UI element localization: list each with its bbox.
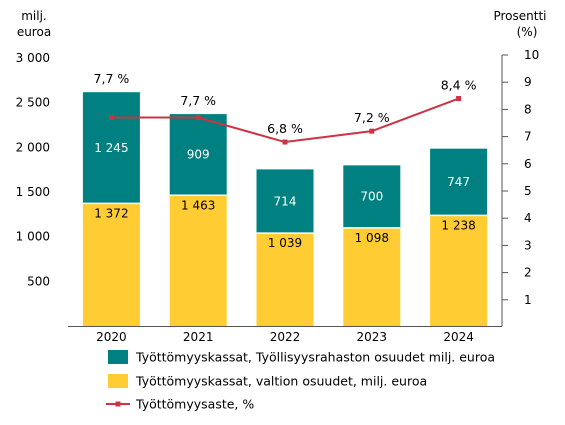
left-axis-unit-label: milj. euroa	[17, 9, 51, 39]
left-axis-tick-label: 2 500	[16, 96, 50, 110]
right-axis-tick-label: 8	[524, 102, 532, 116]
legend-swatch	[108, 350, 128, 364]
rate-value-label: 6,8 %	[267, 121, 303, 136]
legend-label: Työttömyyskassat, valtion osuudet, milj.…	[135, 374, 427, 389]
rate-series-marker	[282, 139, 288, 145]
rate-series-marker	[369, 128, 375, 134]
bar-valtion-osuus	[82, 203, 140, 326]
x-axis-category-label: 2023	[357, 330, 388, 344]
left-axis-unit-line-1: milj.	[21, 9, 47, 23]
bar-valtion-osuus	[343, 227, 401, 326]
bar-tyollisyysrahasto-osuus-value-label: 747	[447, 175, 470, 189]
right-axis-tick-label: 10	[524, 48, 539, 62]
right-axis-tick-label: 6	[524, 157, 532, 171]
bar-valtion-osuus-value-label: 1 463	[181, 198, 215, 212]
rate-series: 7,7 % 7,7 % 6,8 % 7,2 % 8,4 %	[94, 71, 477, 145]
x-axis-category-label: 2021	[183, 330, 214, 344]
bar-valtion-osuus-value-label: 1 238	[441, 218, 475, 232]
bar-tyollisyysrahasto-osuus-value-label: 700	[360, 190, 383, 204]
bar-tyollisyysrahasto-osuus-value-label: 1 245	[94, 141, 128, 155]
right-axis-unit-line-1: Prosentti	[493, 9, 546, 23]
rate-value-label: 8,4 %	[441, 78, 477, 93]
legend-entry-valtion-osuus: Työttömyyskassat, valtion osuudet, milj.…	[108, 374, 427, 389]
left-axis-tick-label: 1 000	[16, 230, 50, 244]
rate-series-marker	[195, 115, 201, 121]
right-axis-tick-label: 3	[524, 238, 532, 252]
right-axis-ticks: 1 2 3 4 5 6 7 8 9 10	[502, 48, 539, 307]
bar-tyollisyysrahasto-osuus	[430, 148, 488, 216]
left-axis-tick-label: 3 000	[16, 51, 50, 65]
bars: 1 372 1 245 2020 1 463 909 2021 1 039 714 2022 1 …	[82, 92, 488, 344]
bar-valtion-osuus	[169, 195, 227, 326]
x-axis-category-label: 2024	[443, 330, 474, 344]
legend-entry-tyollisyysrahasto: Työttömyyskassat, Työllisyysrahaston osu…	[108, 350, 495, 365]
x-axis-category-label: 2022	[270, 330, 301, 344]
legend-swatch	[108, 374, 128, 388]
bar-valtion-osuus-value-label: 1 039	[268, 236, 302, 250]
right-axis-tick-label: 4	[524, 211, 532, 225]
left-axis-unit-line-2: euroa	[17, 25, 51, 39]
legend-label: Työttömyyskassat, Työllisyysrahaston osu…	[135, 350, 495, 365]
bar-valtion-osuus-value-label: 1 098	[355, 231, 389, 245]
left-axis-tick-label: 500	[27, 274, 50, 288]
bar-valtion-osuus	[430, 215, 488, 326]
bar-tyollisyysrahasto-osuus-value-label: 714	[274, 194, 297, 208]
legend-swatch-marker	[115, 401, 121, 407]
right-axis-tick-label: 2	[524, 266, 532, 280]
left-axis-tick-label: 1 500	[16, 185, 50, 199]
right-axis-unit-line-2: (%)	[517, 25, 538, 39]
right-axis-unit-label: Prosentti (%)	[493, 9, 546, 39]
x-axis-category-label: 2020	[96, 330, 127, 344]
right-axis-tick-label: 5	[524, 184, 532, 198]
rate-series-marker	[108, 115, 114, 121]
bar-tyollisyysrahasto-osuus-value-label: 909	[187, 148, 210, 162]
bar-tyollisyysrahasto-osuus	[169, 114, 227, 196]
right-axis-tick-label: 9	[524, 75, 532, 89]
left-axis-ticks: 500 1 000 1 500 2 000 2 500 3 000	[16, 51, 50, 288]
bar-tyollisyysrahasto-osuus	[256, 169, 314, 234]
bar-valtion-osuus-value-label: 1 372	[94, 206, 128, 220]
rate-series-marker	[456, 96, 462, 102]
rate-value-label: 7,7 %	[180, 93, 216, 108]
legend: Työttömyyskassat, Työllisyysrahaston osu…	[106, 350, 495, 412]
right-axis-tick-label: 7	[524, 130, 532, 144]
rate-value-label: 7,7 %	[94, 71, 130, 86]
legend-entry-tyottomyysaste: Työttömyysaste, %	[106, 397, 254, 412]
left-axis-tick-label: 2 000	[16, 140, 50, 154]
bar-tyollisyysrahasto-osuus	[343, 165, 401, 228]
bar-valtion-osuus	[256, 233, 314, 326]
legend-label: Työttömyysaste, %	[135, 397, 254, 412]
bar-tyollisyysrahasto-osuus	[82, 92, 140, 204]
right-axis-tick-label: 1	[524, 293, 532, 307]
rate-value-label: 7,2 %	[354, 110, 390, 125]
